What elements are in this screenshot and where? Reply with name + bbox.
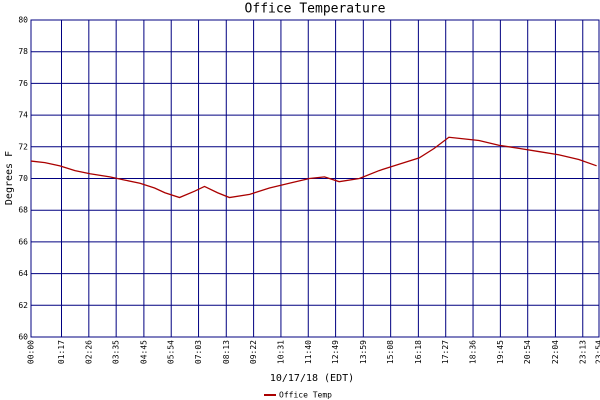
- x-tick-label: 07:03: [194, 340, 203, 364]
- y-tick-label: 78: [18, 47, 28, 56]
- x-tick-label: 10:31: [276, 340, 285, 364]
- x-tick-label: 17:27: [441, 340, 450, 364]
- x-tick-label: 18:36: [469, 340, 478, 364]
- y-tick-label: 60: [18, 333, 28, 342]
- x-tick-label: 01:17: [57, 340, 66, 364]
- x-tick-label: 23:13: [578, 340, 587, 364]
- y-tick-label: 68: [18, 206, 28, 215]
- x-tick-label: 23:54: [595, 340, 600, 364]
- x-tick-label: 08:13: [222, 340, 231, 364]
- y-axis-title: Degrees F: [4, 151, 15, 205]
- chart-title: Office Temperature: [245, 2, 386, 17]
- legend-label: Office Temp: [279, 391, 332, 400]
- y-tick-label: 64: [18, 269, 28, 278]
- y-tick-label: 62: [18, 301, 28, 310]
- x-tick-label: 09:22: [249, 340, 258, 364]
- x-tick-label: 20:54: [523, 340, 532, 364]
- x-tick-label: 22:04: [551, 340, 560, 364]
- y-tick-label: 76: [18, 79, 28, 88]
- y-tick-label: 72: [18, 142, 28, 151]
- x-tick-label: 11:40: [304, 340, 313, 364]
- y-tick-label: 66: [18, 237, 28, 246]
- x-tick-label: 15:08: [386, 340, 395, 364]
- x-tick-label: 12:49: [331, 340, 340, 364]
- x-tick-label: 19:45: [496, 340, 505, 364]
- data-line: [30, 136, 597, 199]
- x-tick-label: 16:18: [414, 340, 423, 364]
- x-tick-label: 02:26: [84, 340, 93, 364]
- x-tick-label: 03:35: [112, 340, 121, 364]
- x-tick-label: 13:59: [359, 340, 368, 364]
- y-tick-label: 70: [18, 174, 28, 183]
- x-tick-label: 04:45: [139, 340, 148, 364]
- y-tick-label: 80: [18, 16, 28, 25]
- x-axis-title: 10/17/18 (EDT): [270, 373, 354, 384]
- x-tick-label: 05:54: [167, 340, 176, 364]
- x-tick-label: 00:00: [27, 340, 36, 364]
- y-tick-label: 74: [18, 111, 28, 120]
